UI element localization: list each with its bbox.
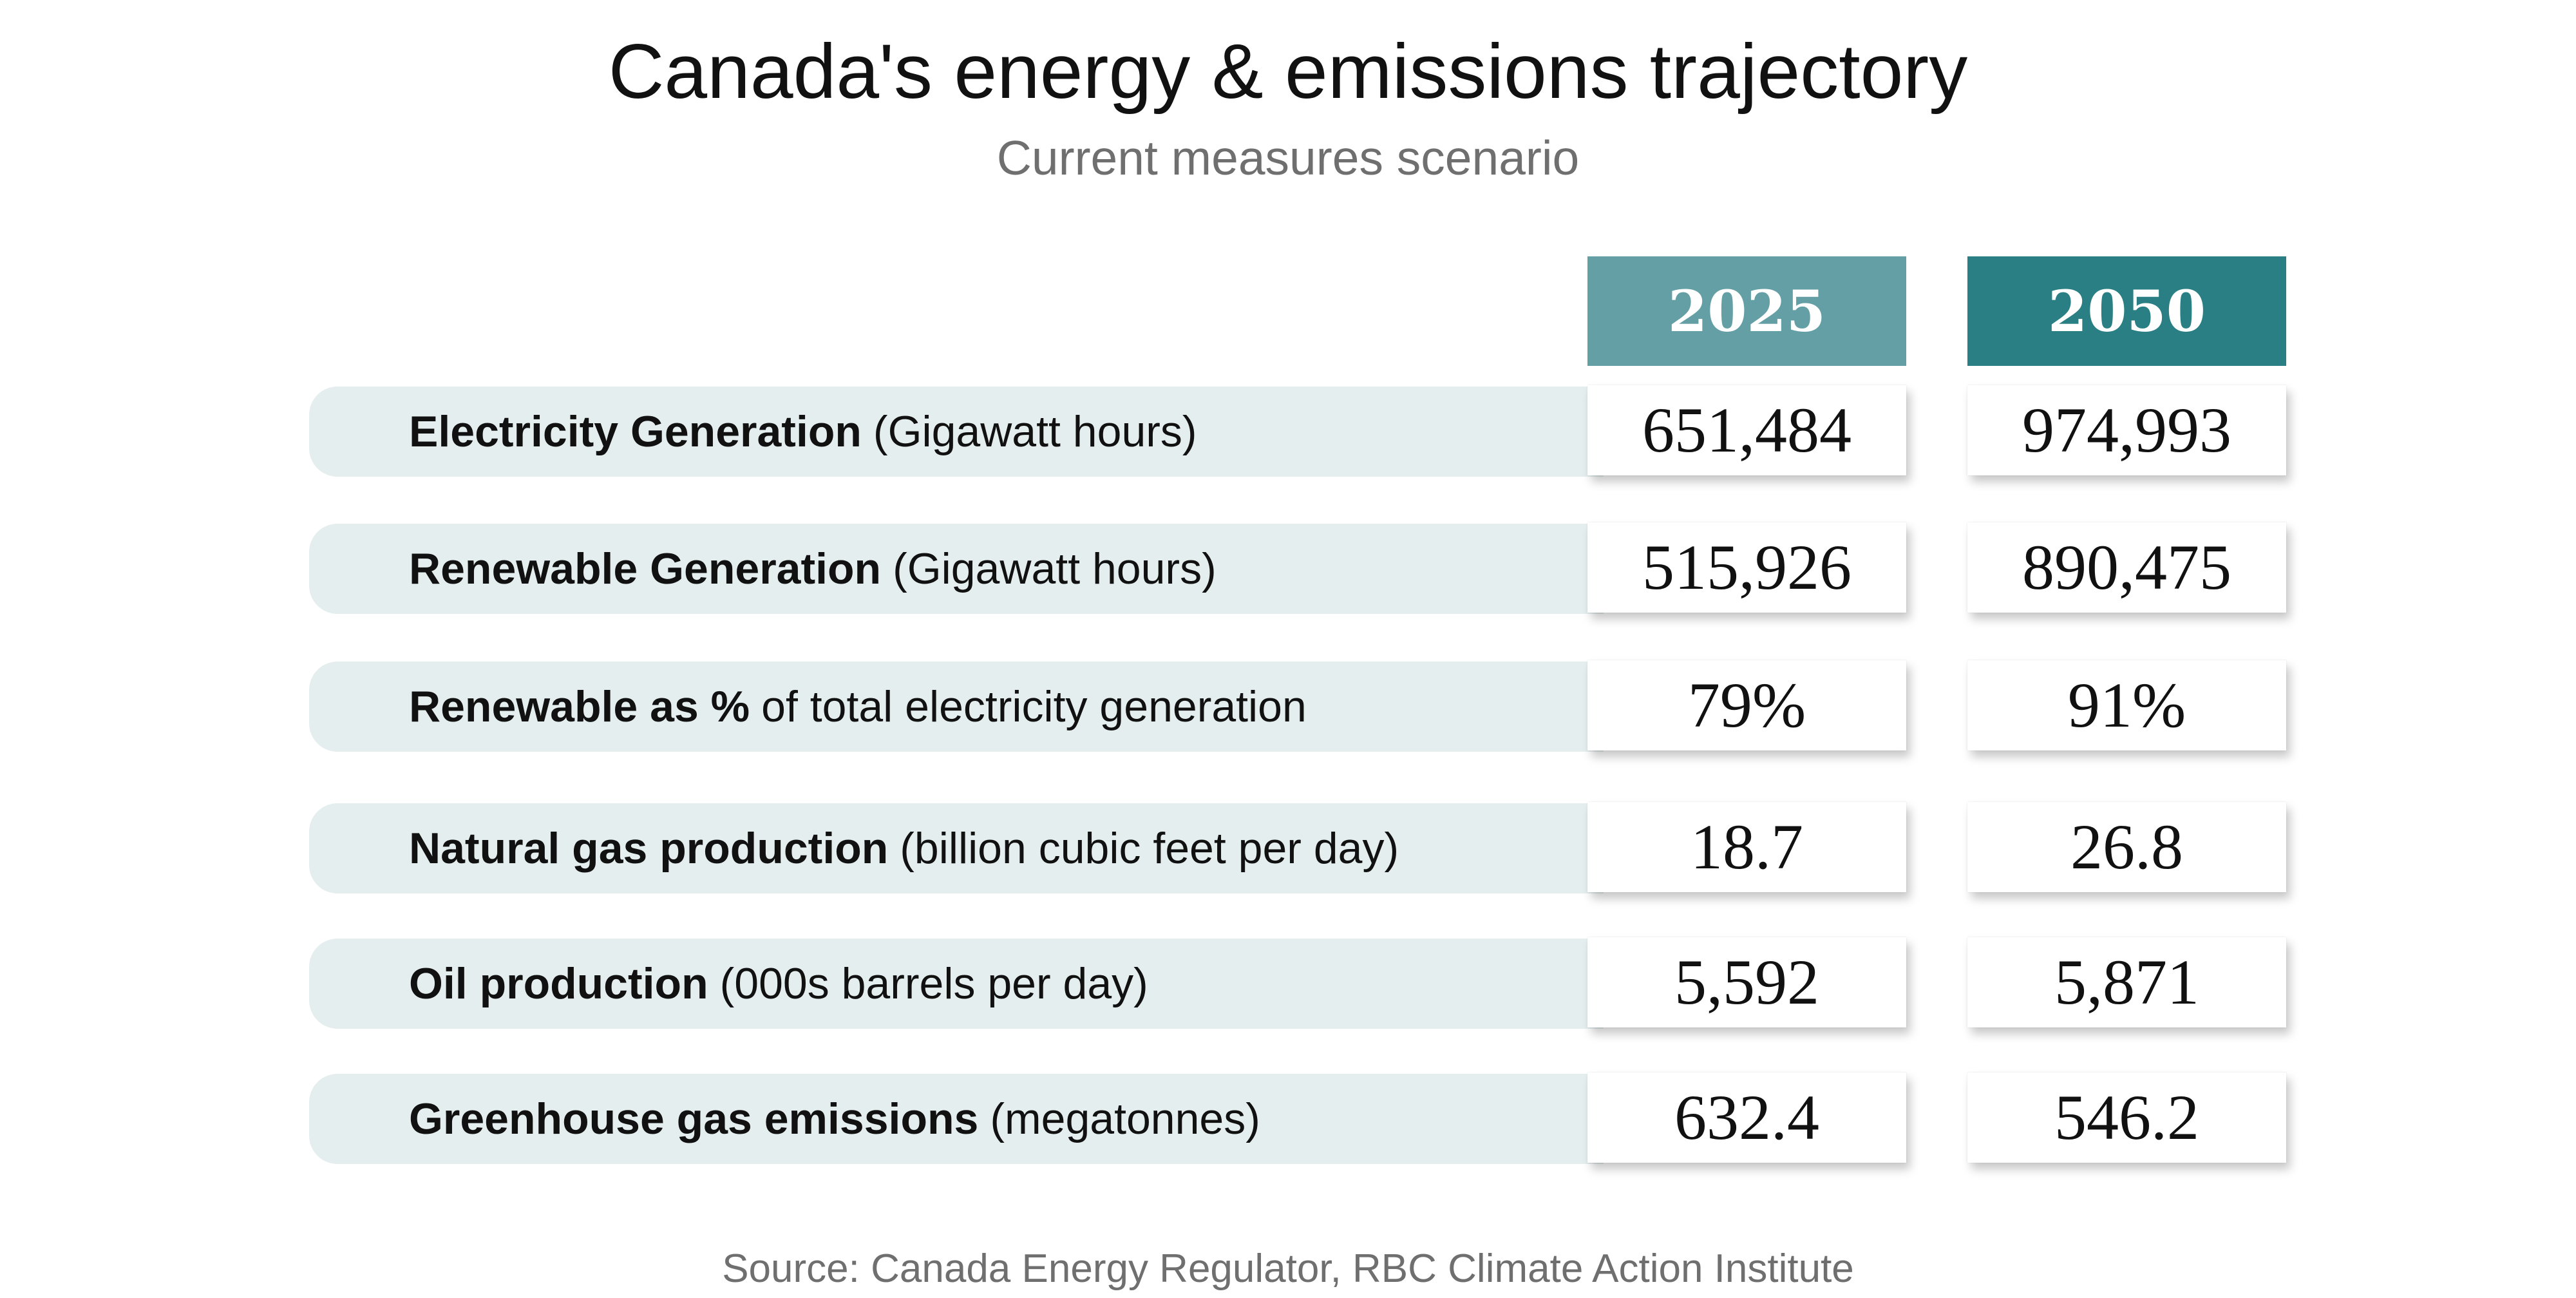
row-label-bold: Renewable Generation (409, 544, 882, 593)
row-label-greenhouse-gas-emissions: Greenhouse gas emissions (megatonnes) (309, 1074, 1604, 1164)
column-header-2050: 2050 (1967, 256, 2286, 366)
cell-electricity-generation-2050: 974,993 (1967, 385, 2286, 475)
cell-greenhouse-gas-emissions-2050: 546.2 (1967, 1073, 2286, 1163)
row-label-detail: (Gigawatt hours) (873, 407, 1197, 456)
row-label-detail: (Gigawatt hours) (893, 544, 1217, 593)
cell-natural-gas-production-2025: 18.7 (1587, 802, 1906, 892)
cell-greenhouse-gas-emissions-2025: 632.4 (1587, 1073, 1906, 1163)
row-label-detail: (billion cubic feet per day) (900, 824, 1399, 873)
row-label-renewable-generation: Renewable Generation (Gigawatt hours) (309, 524, 1604, 614)
row-label-bold: Renewable as % (409, 682, 750, 731)
row-label-detail: (megatonnes) (990, 1094, 1260, 1143)
row-label-bold: Natural gas production (409, 824, 889, 873)
cell-oil-production-2050: 5,871 (1967, 937, 2286, 1027)
cell-oil-production-2025: 5,592 (1587, 937, 1906, 1027)
cell-renewable-share-2050: 91% (1967, 660, 2286, 750)
row-label-electricity-generation: Electricity Generation (Gigawatt hours) (309, 387, 1604, 477)
row-label-renewable-share: Renewable as % of total electricity gene… (309, 662, 1604, 752)
row-label-bold: Greenhouse gas emissions (409, 1094, 979, 1143)
row-label-detail: (000s barrels per day) (719, 959, 1148, 1008)
cell-renewable-share-2025: 79% (1587, 660, 1906, 750)
chart-subtitle: Current measures scenario (996, 131, 1580, 185)
cell-renewable-generation-2050: 890,475 (1967, 522, 2286, 613)
row-label-detail: of total electricity generation (761, 682, 1307, 731)
cell-renewable-generation-2025: 515,926 (1587, 522, 1906, 613)
column-header-2025: 2025 (1587, 256, 1906, 366)
cell-natural-gas-production-2050: 26.8 (1967, 802, 2286, 892)
row-label-bold: Electricity Generation (409, 407, 862, 456)
cell-electricity-generation-2025: 651,484 (1587, 385, 1906, 475)
row-label-natural-gas-production: Natural gas production (billion cubic fe… (309, 803, 1604, 893)
chart-title: Canada's energy & emissions trajectory (608, 28, 1968, 115)
source-note: Source: Canada Energy Regulator, RBC Cli… (722, 1246, 1854, 1291)
row-label-bold: Oil production (409, 959, 708, 1008)
row-label-oil-production: Oil production (000s barrels per day) (309, 939, 1604, 1029)
